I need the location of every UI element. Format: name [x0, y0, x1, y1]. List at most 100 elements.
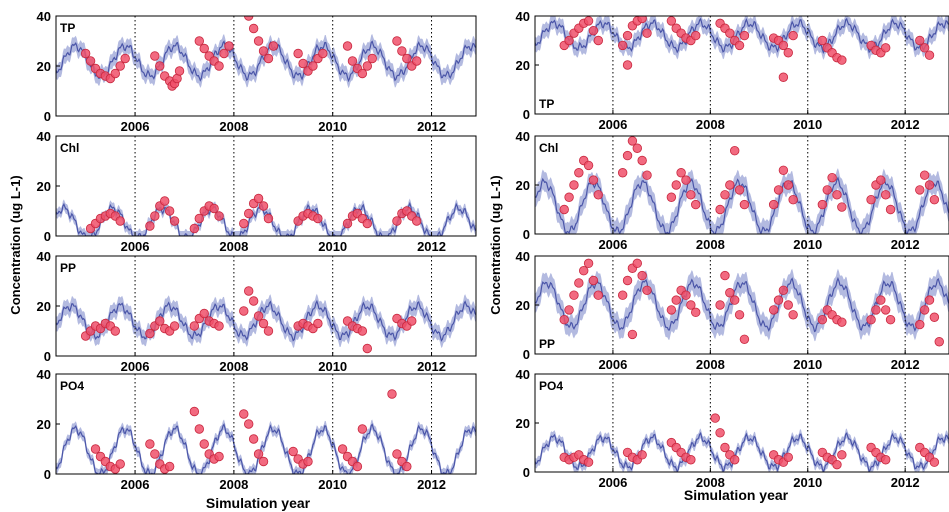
observed-point — [268, 41, 279, 51]
observed-point — [583, 16, 594, 26]
observed-point — [876, 175, 886, 185]
observed-point — [720, 270, 730, 281]
x-tick-label: 2010 — [793, 237, 822, 252]
x-tick-label: 2008 — [219, 359, 248, 374]
observed-point — [832, 190, 842, 200]
observed-point — [593, 35, 604, 46]
observed-point — [244, 16, 254, 21]
observed-point — [710, 413, 720, 423]
x-tick-label: 2012 — [891, 117, 920, 132]
observed-point — [788, 310, 798, 320]
y-tick-label: 0 — [523, 347, 530, 362]
observed-point — [783, 48, 793, 58]
observed-point — [564, 305, 574, 315]
observed-point — [622, 60, 633, 70]
observed-point — [263, 53, 274, 64]
observed-point — [189, 406, 200, 417]
y-tick-label: 20 — [37, 299, 51, 314]
observed-point — [915, 35, 925, 46]
observed-point — [637, 155, 647, 166]
observed-point — [392, 449, 402, 459]
y-tick-label: 40 — [516, 129, 530, 144]
observed-point — [263, 213, 274, 224]
observed-point — [164, 206, 175, 216]
x-tick-label: 2012 — [417, 477, 446, 492]
x-tick-label: 2010 — [793, 117, 822, 132]
panel-label: PP — [539, 337, 555, 351]
observed-point — [583, 258, 594, 269]
panel-right-pp: 0 20 40 2006 2008 2010 2012 PP — [516, 249, 949, 372]
y-tick-label: 20 — [516, 298, 530, 313]
observed-point — [189, 321, 200, 331]
observed-point — [293, 48, 303, 59]
observed-point — [676, 168, 686, 178]
observed-point — [637, 450, 647, 460]
panel-plot-area — [535, 16, 949, 114]
panel-label: TP — [60, 21, 75, 35]
x-tick-label: 2010 — [793, 357, 822, 372]
observed-point — [155, 61, 165, 71]
x-tick-label: 2008 — [696, 117, 725, 132]
observed-point — [880, 305, 891, 315]
observed-point — [627, 136, 638, 146]
observed-point — [110, 326, 120, 336]
observed-point — [715, 428, 725, 438]
observed-point — [194, 213, 204, 224]
observed-point — [258, 46, 269, 56]
observed-point — [169, 321, 180, 331]
observed-point — [593, 190, 604, 200]
observed-point — [837, 202, 847, 212]
observed-point — [574, 278, 584, 288]
observed-point — [313, 213, 323, 224]
observed-point — [412, 216, 422, 226]
observed-point — [691, 199, 701, 210]
x-tick-label: 2006 — [121, 359, 150, 374]
observed-point — [822, 185, 832, 195]
panel-plot-area — [56, 16, 476, 116]
observed-point — [402, 461, 412, 472]
observed-point — [788, 194, 798, 205]
observed-point — [622, 30, 633, 41]
observed-point — [588, 275, 599, 286]
observed-point — [209, 203, 219, 214]
observed-point — [827, 172, 837, 183]
observed-point — [929, 457, 940, 467]
panel-label: PO4 — [539, 379, 563, 393]
observed-point — [686, 300, 696, 310]
x-tick-label: 2006 — [121, 239, 150, 254]
observed-point — [244, 286, 254, 296]
observed-point — [239, 306, 249, 316]
observed-point — [691, 30, 701, 41]
left-y-axis-label: Concentration (ug L-1) — [8, 175, 23, 314]
observed-point — [150, 51, 160, 61]
panel-plot-area — [535, 374, 949, 472]
observed-point — [253, 449, 264, 459]
observed-point — [258, 201, 269, 211]
panel-plot-area — [56, 256, 476, 356]
panel-left-pp: 0 20 40 2006 2008 2010 2012 PP — [37, 249, 477, 374]
observed-point — [671, 295, 681, 305]
x-tick-label: 2006 — [598, 357, 627, 372]
observed-point — [224, 41, 234, 51]
y-tick-label: 40 — [516, 9, 530, 24]
observed-point — [617, 168, 628, 178]
observed-point — [832, 459, 842, 470]
observed-point — [734, 310, 745, 320]
observed-point — [342, 218, 353, 229]
observed-point — [239, 218, 249, 229]
observed-point — [115, 459, 125, 469]
observed-point — [253, 193, 264, 204]
observed-point — [362, 343, 372, 354]
observed-point — [564, 35, 574, 46]
observed-point — [318, 48, 328, 59]
y-tick-label: 0 — [523, 465, 530, 480]
observed-point — [303, 456, 313, 467]
panel-label: PP — [60, 261, 76, 275]
observed-point — [783, 452, 793, 463]
observed-point — [739, 199, 750, 210]
observed-point — [248, 296, 259, 306]
observed-point — [919, 43, 930, 53]
y-tick-label: 0 — [44, 109, 51, 124]
observed-point — [880, 43, 891, 53]
observed-point — [778, 165, 789, 176]
